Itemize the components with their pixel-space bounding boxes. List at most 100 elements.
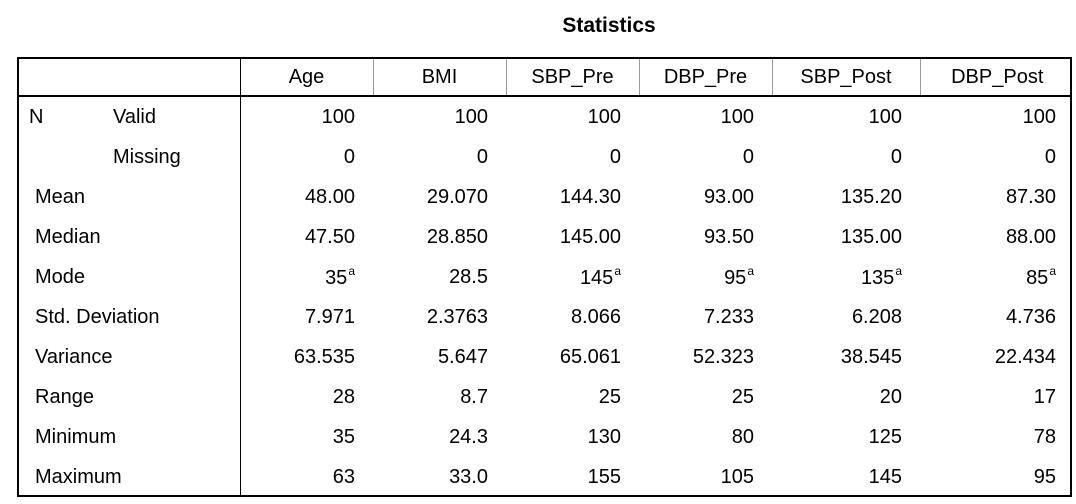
cell: 0: [742, 145, 754, 168]
col-header-dbp-pre: DBP_Pre: [639, 59, 773, 97]
cell-value: 24.3: [449, 425, 488, 448]
cell-value: 145: [579, 267, 614, 289]
cell: 48.00: [240, 177, 373, 217]
cell: 52.323: [639, 337, 772, 377]
cell: 135.00: [772, 217, 920, 257]
cell-value: 105: [720, 465, 754, 488]
table-row-missing: Missing 0 0 0 0 0 0: [19, 137, 1070, 177]
cell: 5.647: [373, 337, 506, 377]
footnote-marker: a: [614, 264, 621, 278]
cell-value: 48.00: [304, 185, 355, 208]
cell: 17: [920, 377, 1070, 417]
cell: 35: [240, 417, 373, 457]
cell-value: 95: [724, 267, 747, 289]
row-label: Minimum: [19, 417, 241, 457]
header-row: Age BMI SBP_Pre DBP_Pre SBP_Post DBP_Pos…: [19, 59, 1070, 97]
cell-value: 93.00: [703, 185, 754, 208]
cell: 63: [240, 457, 373, 495]
cell: 88.00: [920, 217, 1070, 257]
footnote-marker: a: [348, 264, 355, 278]
row-label-blank: [19, 137, 113, 177]
cell-value: 93.50: [703, 225, 754, 248]
cell: 100: [868, 105, 902, 128]
row-label: Range: [19, 377, 241, 417]
cell-value: 145: [868, 465, 902, 488]
cell-value: 135: [860, 267, 895, 289]
table-row: Range 28 8.7 25 25 20 17: [19, 377, 1070, 417]
cell-value: 29.070: [426, 185, 488, 208]
cell: 22.434: [920, 337, 1070, 377]
cell-value: 6.208: [851, 305, 902, 328]
cell: 80: [639, 417, 772, 457]
cell-value: 144.30: [559, 185, 621, 208]
row-label: Std. Deviation: [19, 297, 241, 337]
row-label: Variance: [19, 337, 241, 377]
stat-rows: Mean 48.00 29.070 144.30 93.00 135.20 87.30 Med…: [19, 177, 1070, 495]
cell-value: 4.736: [1005, 305, 1056, 328]
cell: 4.736: [920, 297, 1070, 337]
table-row: Maximum 63 33.0 155 105 145 95: [19, 457, 1070, 495]
cell-value: 35: [325, 267, 348, 289]
table-row: Std. Deviation 7.971 2.3763 8.066 7.233 6.208…: [19, 297, 1070, 337]
cell-value: 22.434: [994, 345, 1056, 368]
cell-value: 28.5: [449, 265, 488, 288]
cell-value: 28: [332, 385, 355, 408]
cell-value: 8.7: [460, 385, 488, 408]
cell-value: 52.323: [692, 345, 754, 368]
cell-value: 5.647: [437, 345, 488, 368]
cell-value: 47.50: [304, 225, 355, 248]
cell: 6.208: [772, 297, 920, 337]
table-row: Mean 48.00 29.070 144.30 93.00 135.20 87.30: [19, 177, 1070, 217]
cell: 24.3: [373, 417, 506, 457]
table-row-valid: N Valid 100 100 100 100 100 100: [19, 96, 1070, 137]
cell: 28: [240, 377, 373, 417]
cell: 35a: [240, 257, 373, 297]
table-title: Statistics: [562, 14, 656, 37]
cell: 29.070: [373, 177, 506, 217]
cell: 100: [321, 105, 355, 128]
cell-value: 80: [731, 425, 754, 448]
cell: 125: [772, 417, 920, 457]
cell-value: 65.061: [559, 345, 621, 368]
cell-value: 95: [1033, 465, 1056, 488]
cell: 105: [639, 457, 772, 495]
cell-value: 78: [1033, 425, 1056, 448]
cell: 135a: [772, 257, 920, 297]
cell: 38.545: [772, 337, 920, 377]
row-label: Mean: [19, 177, 241, 217]
cell: 135.20: [772, 177, 920, 217]
cell-value: 25: [598, 385, 621, 408]
cell: 145a: [506, 257, 639, 297]
cell: 100: [454, 105, 488, 128]
cell-value: 7.233: [703, 305, 754, 328]
cell: 144.30: [506, 177, 639, 217]
cell-value: 87.30: [1005, 185, 1056, 208]
row-label-n: N: [29, 105, 44, 128]
cell: 8.066: [506, 297, 639, 337]
cell-value: 63.535: [293, 345, 355, 368]
cell-value: 25: [731, 385, 754, 408]
row-label: Median: [19, 217, 241, 257]
table-row: Median 47.50 28.850 145.00 93.50 135.00 88.00: [19, 217, 1070, 257]
cell-value: 8.066: [570, 305, 621, 328]
table-row: Minimum 35 24.3 130 80 125 78: [19, 417, 1070, 457]
table-row: Variance 63.535 5.647 65.061 52.323 38.545 22.…: [19, 337, 1070, 377]
cell-value: 88.00: [1005, 225, 1056, 248]
cell-value: 125: [868, 425, 902, 448]
cell: 145: [772, 457, 920, 495]
cell: 78: [920, 417, 1070, 457]
cell-value: 145.00: [559, 225, 621, 248]
statistics-table: Age BMI SBP_Pre DBP_Pre SBP_Post DBP_Pos…: [17, 57, 1072, 497]
cell: 85a: [920, 257, 1070, 297]
cell: 28.850: [373, 217, 506, 257]
cell-value: 135.20: [840, 185, 902, 208]
cell-value: 135.00: [840, 225, 902, 248]
col-header-bmi: BMI: [373, 59, 507, 97]
cell: 33.0: [373, 457, 506, 495]
cell: 7.233: [639, 297, 772, 337]
cell-value: 33.0: [449, 465, 488, 488]
cell: 95a: [639, 257, 772, 297]
cell: 0: [609, 145, 621, 168]
cell: 28.5: [373, 257, 506, 297]
row-label: Maximum: [19, 457, 241, 495]
